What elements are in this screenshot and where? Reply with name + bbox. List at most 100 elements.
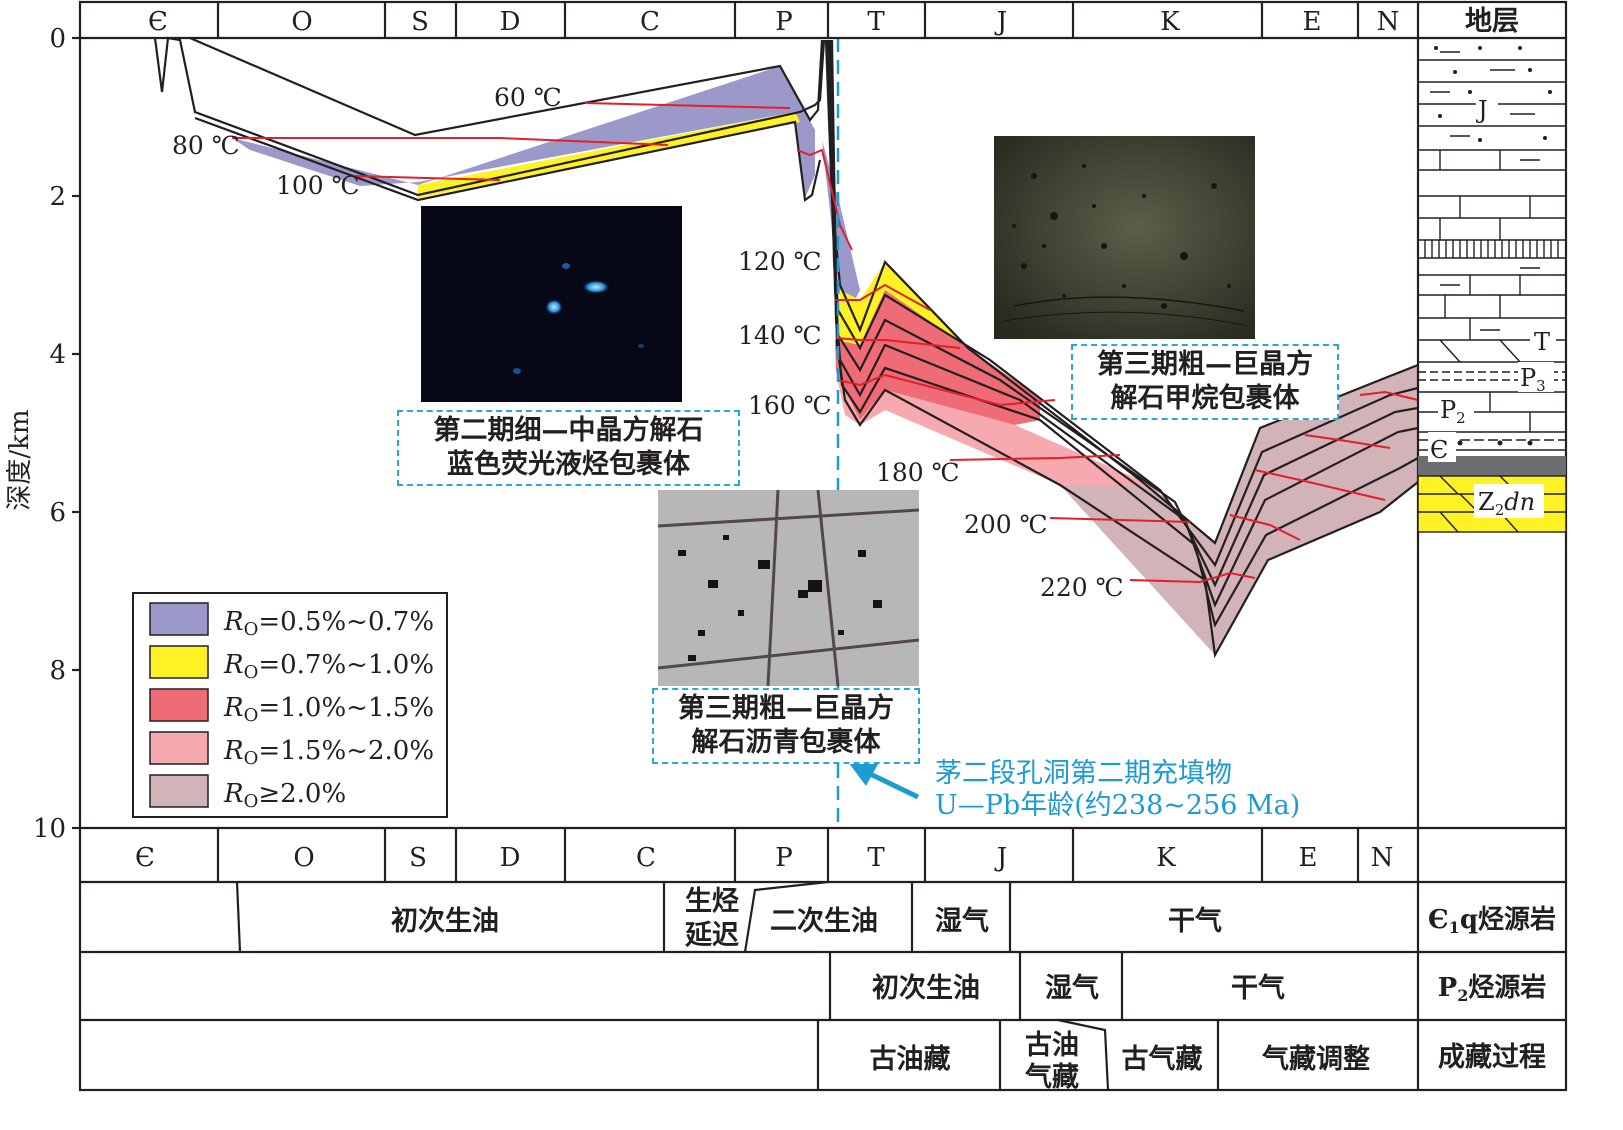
- outer-frame: [78, 0, 1568, 1092]
- period-bottom-2: S: [409, 843, 427, 873]
- row3-label: 成藏过程: [1438, 1042, 1546, 1073]
- period-bottom-1: O: [293, 843, 314, 873]
- period-top-2: S: [411, 7, 429, 37]
- period-bottom-3: D: [500, 843, 521, 873]
- legend-r-4: R: [223, 779, 244, 809]
- legend-item-1: RO=0.7%~1.0%: [149, 645, 434, 683]
- strata-label-p2-main: P: [1440, 396, 1456, 424]
- strata-label-j: J: [1475, 96, 1488, 124]
- caption-stage3-bitumen-line1: 第三期粗—巨晶方: [678, 693, 894, 724]
- isotherm-label-80: 80 ℃: [172, 131, 240, 160]
- row2-primary-oil: 初次生油: [872, 973, 980, 1004]
- row3-paleo-oil-gas-top: 古油: [1025, 1030, 1079, 1061]
- legend-item-2: RO=1.0%~1.5%: [149, 688, 434, 726]
- isotherm-120: [796, 148, 853, 251]
- legend-sub-2: O: [244, 705, 259, 726]
- period-top-0: Є: [148, 7, 168, 37]
- legend-sub-3: O: [244, 748, 259, 769]
- isotherm-lines: [232, 102, 1419, 584]
- caption-stage2-fluorescence: 第二期细—中晶方解石 蓝色荧光液烃包裹体: [397, 410, 740, 486]
- isotherm-60: [584, 102, 791, 109]
- photo-bitumen-inclusion-art: [658, 490, 919, 686]
- caption-stage3-bitumen-line2: 解石沥青包裹体: [691, 727, 881, 758]
- caption-stage3-methane-line2: 解石甲烷包裹体: [1110, 383, 1300, 414]
- legend-item-3: RO=1.5%~2.0%: [149, 731, 434, 769]
- period-top-5: P: [775, 7, 793, 37]
- legend-r-0: R: [223, 607, 244, 637]
- svg-text:RO≥2.0%: RO≥2.0%: [223, 779, 346, 812]
- photo-methane-inclusion-art: [994, 136, 1255, 339]
- isotherm-deep-4: [1304, 434, 1391, 449]
- legend: RO=0.5%~0.7% RO=0.7%~1.0% RO=1.0%~1.5% R…: [132, 592, 448, 818]
- photo-blue-fluorescence: [421, 206, 682, 402]
- svg-text:RO=0.7%~1.0%: RO=0.7%~1.0%: [223, 650, 434, 683]
- legend-sub-4: O: [244, 791, 259, 812]
- isotherm-140: [835, 283, 931, 311]
- row1-label: Є1q烃源岩: [1428, 905, 1556, 937]
- y-tick-10: 10: [33, 814, 66, 844]
- arrow-head-icon: [848, 762, 878, 786]
- strata-label-p3: P3: [1520, 364, 1546, 395]
- isotherm-label-160: 160 ℃: [748, 391, 832, 420]
- caption-stage3-bitumen: 第三期粗—巨晶方 解石沥青包裹体: [652, 688, 920, 764]
- y-tick-2: 2: [49, 182, 66, 212]
- legend-item-0: RO=0.5%~0.7%: [149, 602, 434, 640]
- y-tick-6: 6: [49, 498, 66, 528]
- strata-header: 地层: [1465, 6, 1519, 37]
- strata-label-p2: P2: [1440, 396, 1466, 427]
- period-top-3: D: [500, 7, 521, 37]
- y-tick-4: 4: [49, 340, 66, 370]
- svg-text:RO=0.5%~0.7%: RO=0.5%~0.7%: [223, 607, 434, 640]
- period-bottom-9: E: [1299, 843, 1318, 873]
- burial-curve-lower: [194, 116, 822, 202]
- photo-bitumen-inclusion: [658, 490, 919, 686]
- isotherm-label-200: 200 ℃: [964, 510, 1048, 539]
- row1-label-tail: q烃源岩: [1460, 905, 1556, 935]
- period-bottom-10: N: [1371, 843, 1394, 873]
- row2-label-sub: 2: [1457, 986, 1468, 1005]
- isotherm-deep-2: [1229, 514, 1301, 541]
- photo-methane-inclusion: [994, 136, 1255, 339]
- row1-dry-gas: 干气: [1168, 906, 1222, 937]
- strata-dots-cambrian: [1457, 440, 1533, 446]
- caption-stage3-methane-line1: 第三期粗—巨晶方: [1097, 349, 1313, 380]
- row3-accumulation: 古油藏 古油 气藏 古气藏 气藏调整 成藏过程: [870, 1030, 1547, 1092]
- isotherm-180: [837, 373, 1056, 407]
- row1-wet-gas: 湿气: [935, 906, 989, 937]
- legend-swatch-1: [149, 645, 209, 679]
- strata-label-z2dn: Z2dn: [1478, 488, 1535, 519]
- y-tick-8: 8: [49, 656, 66, 686]
- period-top-6: T: [867, 7, 885, 37]
- period-labels-bottom: Є O S D C P T J K E N: [135, 843, 1393, 873]
- period-top-4: C: [640, 7, 660, 37]
- row3-gas-adjust: 气藏调整: [1261, 1044, 1370, 1075]
- row1-label-main: Є: [1428, 905, 1449, 935]
- y-axis-label: 深度/km: [5, 409, 35, 510]
- svg-text:RO=1.0%~1.5%: RO=1.0%~1.5%: [223, 693, 434, 726]
- legend-item-4: RO≥2.0%: [149, 774, 346, 812]
- annotation-arrow: [848, 762, 920, 800]
- isotherm-label-220: 220 ℃: [1040, 573, 1124, 602]
- strata-label-t: T: [1534, 328, 1550, 356]
- legend-range-1: =0.7%~1.0%: [258, 650, 434, 680]
- strata-coal-band: [1418, 240, 1566, 259]
- period-bottom-7: J: [994, 843, 1007, 873]
- strata-label-p2-sub: 2: [1456, 409, 1466, 427]
- period-bottom-4: C: [636, 843, 656, 873]
- legend-r-3: R: [223, 736, 244, 766]
- svg-text:RO=1.5%~2.0%: RO=1.5%~2.0%: [223, 736, 434, 769]
- legend-range-2: =1.0%~1.5%: [258, 693, 434, 723]
- strata-labels: J T P3 P2 Є Z2dn: [1428, 92, 1556, 519]
- strata-label-z2dn-main: Z: [1478, 488, 1495, 516]
- ubpb-age-annotation: 茅二段孔洞第二期充填物 U—Pb年龄(约238~256 Ma): [935, 758, 1300, 822]
- period-labels-top: Є O S D C P T J K E N: [148, 7, 1399, 37]
- zone-ro-10-15: [835, 290, 1040, 425]
- legend-range-4: ≥2.0%: [258, 779, 346, 809]
- annotation-line2: U—Pb年龄(约238~256 Ma): [935, 790, 1301, 821]
- row3-paleo-gas: 古气藏: [1122, 1044, 1203, 1075]
- row1-delay-top: 生烃: [685, 886, 739, 917]
- period-top-10: N: [1377, 7, 1400, 37]
- isotherm-labels: 60 ℃ 80 ℃ 100 ℃ 120 ℃ 140 ℃ 160 ℃ 180 ℃ …: [172, 83, 1124, 602]
- photo-blue-fluorescence-art: [513, 263, 644, 374]
- isotherm-deep-1: [1129, 571, 1256, 584]
